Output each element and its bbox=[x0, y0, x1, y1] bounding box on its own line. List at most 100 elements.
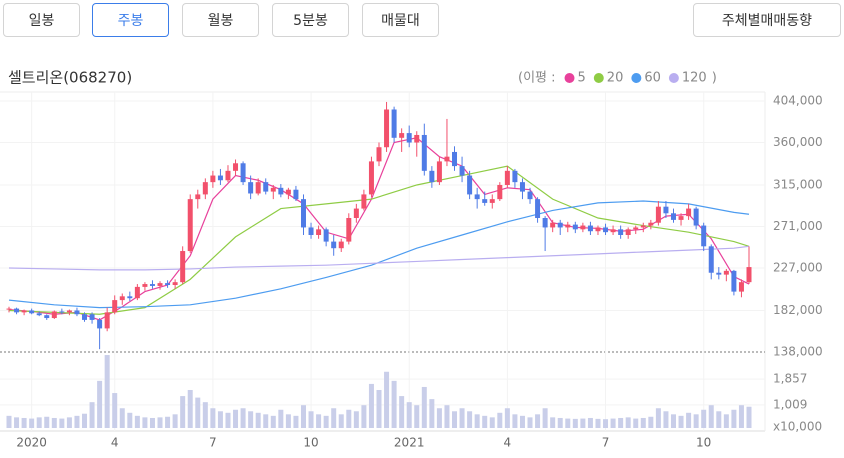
volume-bar bbox=[172, 414, 178, 428]
volume-bar bbox=[504, 408, 510, 428]
candle-body bbox=[701, 225, 707, 247]
candle-body bbox=[36, 313, 42, 316]
candle-body bbox=[504, 170, 510, 185]
volume-bar bbox=[625, 417, 631, 428]
x-tick-label: 10 bbox=[303, 436, 318, 450]
candle-body bbox=[187, 199, 193, 252]
volume-bar bbox=[255, 412, 261, 428]
candle-body bbox=[51, 311, 57, 319]
volume-bar bbox=[6, 415, 12, 428]
x-tick-label: 4 bbox=[111, 436, 119, 450]
volume-bar bbox=[157, 417, 163, 428]
volume-bar bbox=[104, 355, 110, 428]
candle-body bbox=[368, 161, 374, 195]
volume-bar bbox=[14, 417, 20, 428]
tab-button[interactable]: 5분봉 bbox=[272, 3, 349, 37]
candle-body bbox=[285, 189, 291, 195]
candle-body bbox=[195, 194, 201, 200]
volume-bar bbox=[368, 383, 374, 428]
candle-body bbox=[21, 310, 27, 313]
candle-body bbox=[497, 184, 503, 200]
candle-body bbox=[270, 187, 276, 192]
candle-body bbox=[587, 225, 593, 232]
volume-bar bbox=[89, 402, 95, 428]
tab-button[interactable]: 매물대 bbox=[362, 3, 439, 37]
volume-bar bbox=[36, 417, 42, 428]
volume-bar bbox=[149, 417, 155, 428]
candle-body bbox=[655, 206, 661, 223]
volume-bar bbox=[353, 411, 359, 428]
tab-button[interactable]: 일봉 bbox=[3, 3, 80, 37]
candle-body bbox=[66, 310, 72, 313]
candle-body bbox=[74, 310, 80, 315]
volume-bar bbox=[731, 409, 737, 428]
volume-bar bbox=[550, 417, 556, 428]
volume-bar bbox=[746, 406, 752, 428]
volume-bar bbox=[165, 416, 171, 428]
volume-bar bbox=[580, 418, 586, 428]
volume-bar bbox=[399, 396, 405, 428]
volume-bar bbox=[316, 414, 322, 428]
volume-bar bbox=[308, 411, 314, 428]
legend-prefix: (이평 : bbox=[518, 71, 556, 86]
candle-body bbox=[376, 147, 382, 162]
volume-bar bbox=[270, 415, 276, 428]
candle-body bbox=[610, 229, 616, 233]
volume-bar bbox=[527, 417, 533, 428]
candle-body bbox=[625, 229, 631, 235]
candle-body bbox=[474, 194, 480, 200]
candle-body bbox=[134, 286, 140, 299]
volume-bar bbox=[693, 414, 699, 428]
candle-body bbox=[278, 187, 284, 195]
candle-body bbox=[686, 208, 692, 217]
candle-body bbox=[648, 222, 654, 226]
volume-bar bbox=[74, 415, 80, 428]
ma-line bbox=[8, 137, 750, 321]
candle-body bbox=[633, 227, 639, 230]
candle-body bbox=[535, 199, 541, 219]
tab-button[interactable]: 주체별매매동향 bbox=[693, 3, 841, 37]
candle-body bbox=[353, 208, 359, 219]
volume-bar bbox=[512, 414, 518, 428]
candle-body bbox=[263, 182, 269, 192]
volume-bar bbox=[119, 408, 125, 428]
legend-swatch bbox=[631, 73, 642, 83]
volume-bar bbox=[384, 371, 390, 428]
candle-body bbox=[467, 175, 473, 195]
legend-swatch bbox=[668, 73, 679, 83]
volume-bar bbox=[414, 405, 420, 428]
volume-bar bbox=[376, 390, 382, 428]
volume-bar bbox=[248, 411, 254, 428]
chart-title: 셀트리온(068270) bbox=[8, 69, 132, 87]
volume-bar bbox=[180, 396, 186, 428]
volume-bar bbox=[452, 411, 458, 428]
candle-body bbox=[444, 156, 450, 162]
tab-button[interactable]: 월봉 bbox=[182, 3, 259, 37]
candle-body bbox=[459, 166, 465, 176]
candle-body bbox=[708, 246, 714, 273]
candle-body bbox=[731, 270, 737, 292]
legend-label: 60 bbox=[644, 71, 661, 86]
candle-body bbox=[29, 310, 35, 314]
candle-body bbox=[82, 314, 88, 320]
candle-body bbox=[6, 308, 12, 310]
candle-body bbox=[482, 199, 488, 203]
volume-bar bbox=[338, 414, 344, 428]
volume-bar bbox=[648, 416, 654, 428]
volume-bar bbox=[429, 399, 435, 428]
y-tick-label: 404,000 bbox=[773, 94, 823, 108]
candle-body bbox=[723, 270, 729, 275]
volume-bar bbox=[663, 411, 669, 428]
volume-bar bbox=[82, 413, 88, 428]
candle-body bbox=[104, 312, 110, 329]
candle-body bbox=[670, 213, 676, 220]
volume-bar bbox=[278, 409, 284, 428]
candle-body bbox=[557, 222, 563, 228]
volume-bar bbox=[134, 415, 140, 428]
candle-body bbox=[248, 182, 254, 194]
candle-body bbox=[165, 283, 171, 286]
tab-button[interactable]: 주봉 bbox=[92, 3, 169, 37]
y-tick-label: 227,000 bbox=[773, 261, 823, 275]
candle-body bbox=[527, 191, 533, 200]
y-tick-label: 271,000 bbox=[773, 219, 823, 233]
